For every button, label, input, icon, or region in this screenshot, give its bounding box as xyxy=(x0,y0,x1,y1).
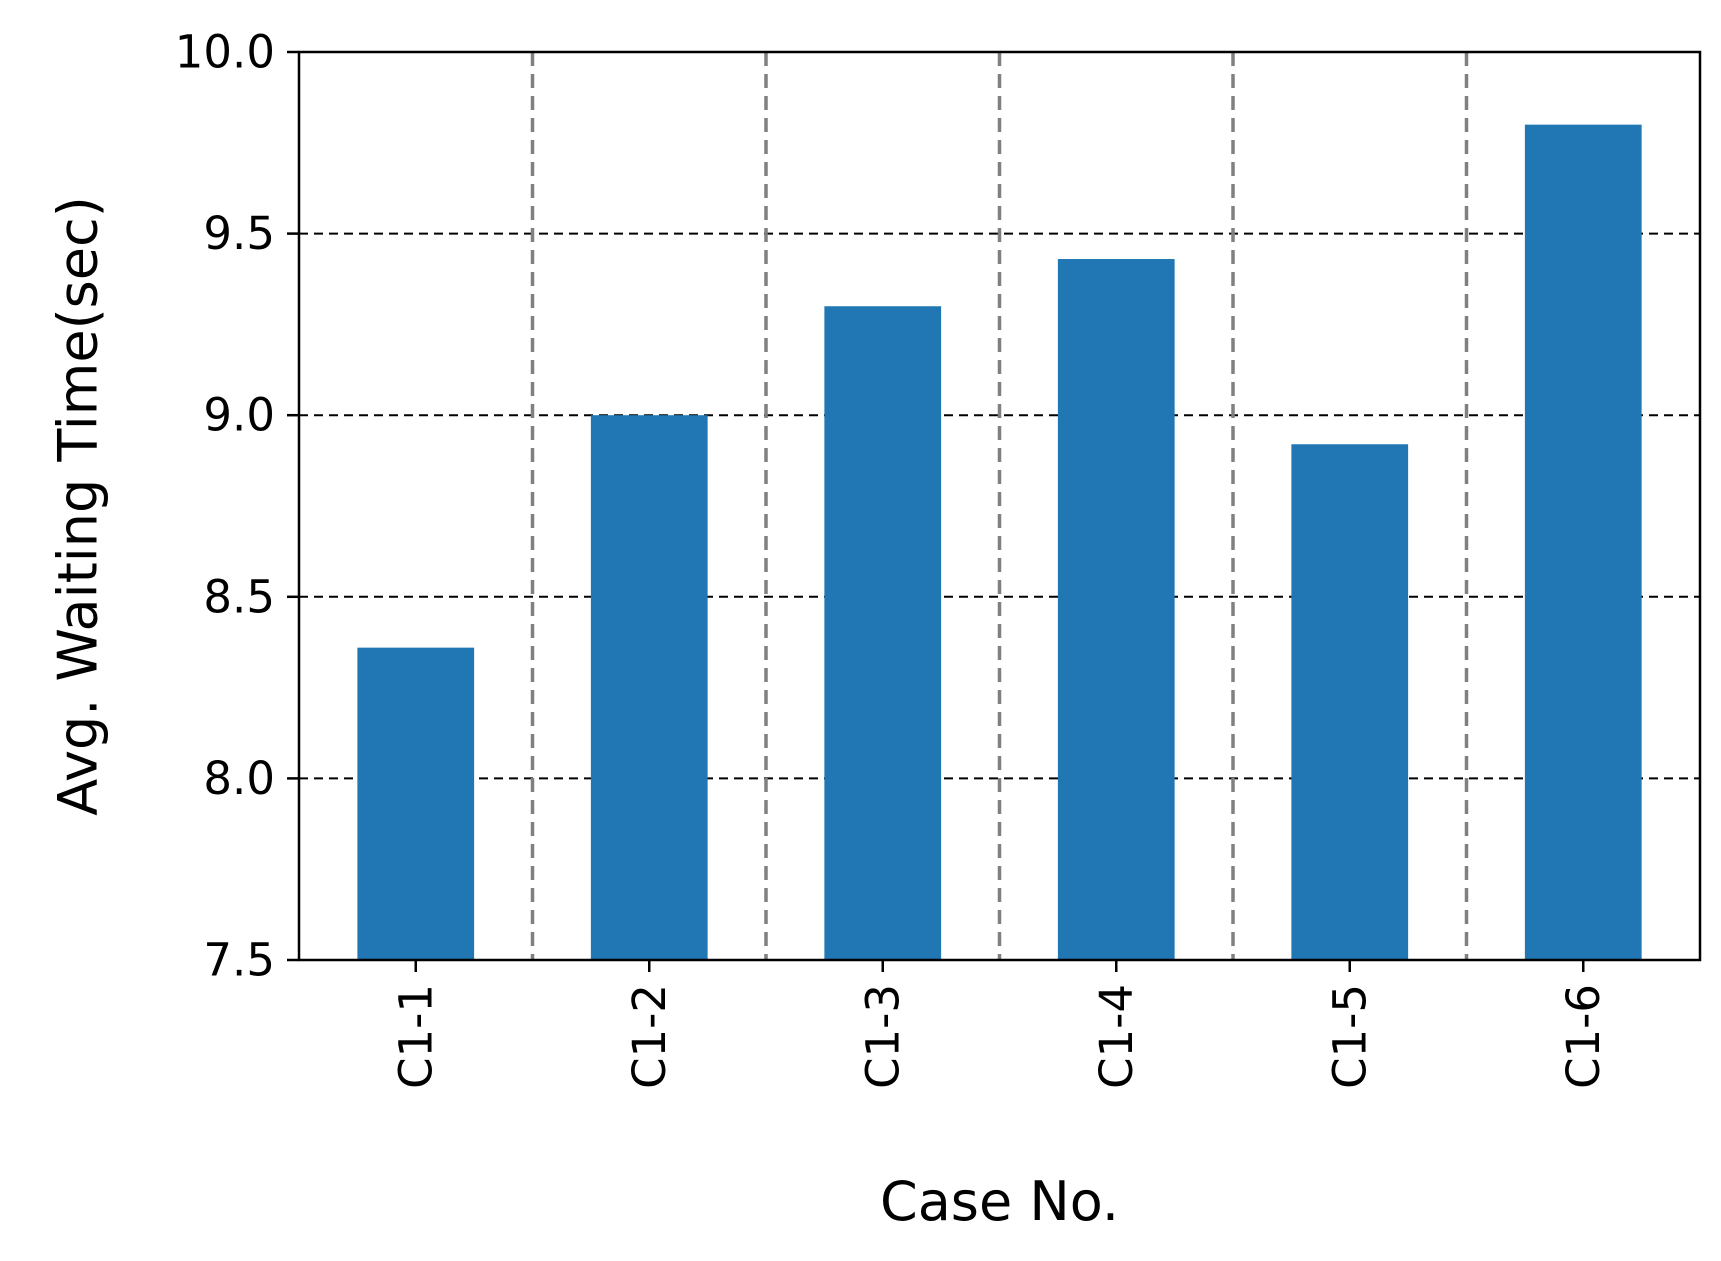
y-tick-label-1: 8.0 xyxy=(203,752,275,805)
bars xyxy=(357,124,1642,961)
x-axis-label: Case No. xyxy=(880,1170,1119,1233)
x-tick-label-C1-5: C1-5 xyxy=(1323,984,1376,1089)
y-axis-ticks: 7.5 8.0 8.5 9.0 9.5 10.0 xyxy=(175,26,299,987)
bar-C1-5 xyxy=(1291,444,1409,961)
y-tick-label-5: 10.0 xyxy=(175,26,275,79)
plot-frame xyxy=(297,50,1702,962)
x-axis-ticks: C1-1 C1-2 C1-3 C1-4 C1-5 C1-6 xyxy=(389,960,1610,1089)
x-tick-label-C1-2: C1-2 xyxy=(623,984,676,1089)
bar-C1-3 xyxy=(824,306,942,960)
bar-C1-1 xyxy=(357,647,475,960)
y-tick-label-2: 8.5 xyxy=(203,570,275,623)
y-tick-label-4: 9.5 xyxy=(203,207,275,260)
bar-C1-2 xyxy=(590,415,708,960)
y-axis-label: Avg. Waiting Time(sec) xyxy=(47,196,110,816)
x-tick-label-C1-1: C1-1 xyxy=(389,984,442,1089)
y-tick-label-3: 9.0 xyxy=(203,389,275,442)
x-tick-label-C1-4: C1-4 xyxy=(1090,984,1143,1089)
category-separators xyxy=(530,52,1469,960)
bar-C1-4 xyxy=(1057,259,1175,960)
x-tick-label-C1-3: C1-3 xyxy=(856,984,909,1089)
x-tick-label-C1-6: C1-6 xyxy=(1557,984,1610,1089)
y-tick-label-0: 7.5 xyxy=(203,934,275,987)
bar-C1-6 xyxy=(1524,124,1642,960)
